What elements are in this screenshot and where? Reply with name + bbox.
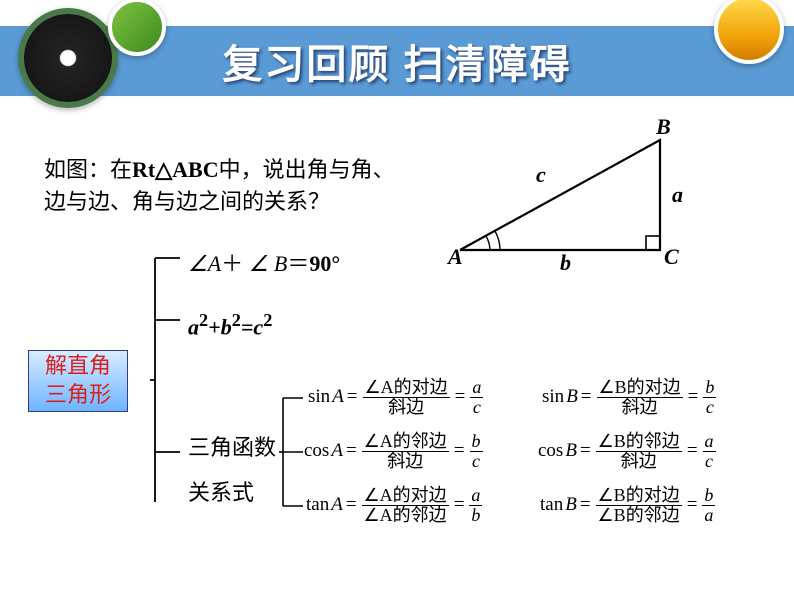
num: ∠A的对边	[363, 378, 450, 398]
rnum: b	[470, 432, 483, 452]
den: ∠A的邻边	[362, 506, 449, 525]
root-line2: 三角形	[29, 381, 127, 410]
rnum: a	[703, 432, 716, 452]
relation-angle-sum: ∠A＋ ∠ B＝90°	[188, 246, 340, 278]
rnum: a	[470, 378, 483, 398]
relation-trig-label1: 三角函数	[188, 430, 276, 462]
fn: cos	[538, 440, 563, 462]
question-prefix: 如图：在	[44, 157, 132, 182]
num: ∠A的对边	[362, 486, 449, 506]
den: 斜边	[386, 398, 426, 417]
sub-bracket	[279, 386, 309, 556]
ninety: 90°	[309, 251, 340, 276]
var: B	[566, 386, 578, 408]
side-c: c	[536, 162, 546, 187]
angleA: ∠A	[188, 251, 221, 276]
var: B	[565, 440, 577, 462]
formula-cosA: cosA= ∠A的邻边斜边 = bc	[304, 432, 485, 471]
side-b: b	[560, 250, 571, 275]
root-line1: 解直角	[29, 352, 127, 381]
rden: c	[470, 452, 482, 471]
pc: =c	[241, 314, 263, 339]
var: A	[331, 494, 343, 516]
rden: c	[704, 398, 716, 417]
rden: c	[703, 452, 715, 471]
vertex-B: B	[655, 114, 671, 139]
formula-cosB: cosB= ∠B的邻边斜边 = ac	[538, 432, 718, 471]
rden: c	[471, 398, 483, 417]
num: ∠B的对边	[596, 486, 682, 506]
fn: tan	[540, 494, 563, 516]
formula-tanB: tanB= ∠B的对边∠B的邻边 = ba	[540, 486, 717, 525]
var: B	[565, 494, 577, 516]
den: 斜边	[620, 398, 660, 417]
rnum: b	[702, 486, 715, 506]
fn: cos	[304, 440, 329, 462]
num: ∠B的对边	[597, 378, 683, 398]
eq: ＝	[287, 251, 309, 276]
relation-pythagoras: a2+b2=c2	[188, 310, 272, 340]
vertex-C: C	[664, 244, 679, 269]
den: 斜边	[619, 452, 659, 471]
rden: b	[469, 506, 482, 525]
root-topic-box: 解直角 三角形	[28, 350, 128, 412]
vertex-A: A	[446, 244, 463, 269]
pb: +b	[208, 314, 232, 339]
den: ∠B的邻边	[596, 506, 682, 525]
question-mid: 中，说出角与角、	[219, 157, 395, 182]
question-bold: Rt△ABC	[132, 157, 219, 182]
question-text: 如图：在Rt△ABC中，说出角与角、 边与边、角与边之间的关系？	[44, 154, 414, 218]
page-title: 复习回顾 扫清障碍	[222, 32, 571, 90]
var: A	[332, 386, 344, 408]
question-line2: 边与边、角与边之间的关系？	[44, 189, 330, 214]
rnum: a	[469, 486, 482, 506]
angleB: ∠ B	[243, 251, 287, 276]
triangle-diagram: A B C a b c	[430, 110, 730, 280]
decoration-leaf	[108, 0, 166, 56]
formula-sinB: sinB= ∠B的对边斜边 = bc	[542, 378, 718, 417]
main-bracket	[150, 240, 190, 520]
plus: ＋	[221, 251, 243, 276]
num: ∠A的邻边	[362, 432, 449, 452]
relation-trig-label2: 关系式	[188, 475, 254, 507]
fn: sin	[542, 386, 564, 408]
var: A	[331, 440, 343, 462]
rnum: b	[703, 378, 716, 398]
den: 斜边	[385, 452, 425, 471]
fn: sin	[308, 386, 330, 408]
rden: a	[702, 506, 715, 525]
side-a: a	[672, 182, 683, 207]
formula-sinA: sinA= ∠A的对边斜边 = ac	[308, 378, 485, 417]
formula-tanA: tanA= ∠A的对边∠A的邻边 = ab	[306, 486, 484, 525]
fn: tan	[306, 494, 329, 516]
decoration-dandelion	[18, 8, 118, 108]
pa: a	[188, 314, 199, 339]
num: ∠B的邻边	[596, 432, 682, 452]
